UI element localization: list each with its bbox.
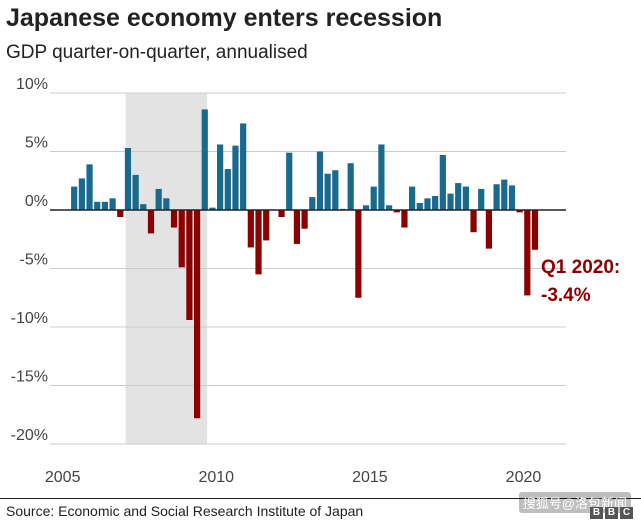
bar: [493, 184, 500, 210]
footer-divider: [0, 498, 641, 499]
bar: [355, 210, 362, 298]
y-tick-label: -10%: [11, 310, 48, 327]
annotation-value: -3.4%: [541, 285, 591, 306]
bar: [193, 210, 201, 419]
x-tick-label: 2020: [506, 469, 542, 486]
y-tick-label: 0%: [25, 193, 48, 210]
bar: [186, 210, 193, 320]
latest-value-annotation: Q1 2020: -3.4%: [541, 254, 620, 310]
bar: [309, 197, 316, 210]
bar: [485, 210, 493, 249]
bar: [347, 163, 354, 210]
bar: [78, 178, 85, 210]
bar: [401, 210, 408, 228]
bar: [163, 198, 170, 210]
bar: [147, 210, 155, 234]
bar: [370, 186, 377, 210]
bar: [416, 202, 423, 210]
bar: [247, 210, 254, 248]
bar: [109, 198, 116, 210]
axis-labels: 10% 5% 0% -5% -10% -15% -20% 2005 2010 2015 2020: [11, 76, 542, 486]
bar: [478, 188, 485, 210]
bars: [71, 109, 539, 419]
bar: [201, 109, 208, 210]
annotation-period: Q1 2020:: [541, 257, 621, 278]
bar: [132, 174, 139, 210]
bbc-logo: B B C: [590, 507, 633, 519]
bar: [170, 210, 178, 228]
x-tick-label: 2015: [352, 469, 388, 486]
bar: [324, 173, 331, 210]
x-tick-label: 2005: [45, 469, 81, 486]
y-tick-label: 10%: [16, 76, 48, 93]
source-note: Source: Economic and Social Research Ins…: [6, 503, 364, 519]
y-tick-label: -20%: [11, 427, 48, 444]
bar: [217, 144, 224, 210]
bar: [409, 186, 416, 210]
bar: [524, 210, 531, 296]
y-tick-label: -5%: [20, 252, 48, 269]
bar: [439, 155, 446, 210]
bar: [332, 170, 339, 210]
logo-letter: C: [620, 507, 633, 519]
bar: [455, 183, 462, 210]
bar: [462, 186, 469, 210]
bar: [209, 207, 216, 210]
bar: [117, 210, 124, 218]
y-tick-label: 5%: [25, 135, 48, 152]
bar: [255, 210, 262, 275]
bar: [232, 145, 239, 210]
bar: [86, 164, 93, 210]
bar: [94, 201, 101, 210]
bar: [286, 152, 293, 210]
bar: [447, 193, 454, 210]
bar: [393, 210, 400, 213]
bar: [124, 147, 132, 210]
bar: [301, 210, 308, 229]
y-tick-label: -15%: [11, 369, 48, 386]
bar: [516, 210, 523, 213]
bar: [424, 198, 431, 210]
bar: [501, 179, 508, 210]
bar: [278, 210, 285, 218]
bar: [378, 144, 385, 210]
bar: [470, 210, 477, 233]
bar: [362, 205, 370, 210]
logo-letter: B: [590, 507, 603, 519]
bar: [140, 204, 147, 210]
logo-letter: B: [605, 507, 618, 519]
bar: [178, 210, 185, 268]
bar: [240, 123, 247, 210]
bar: [385, 205, 393, 210]
chart-title: Japanese economy enters recession: [6, 4, 443, 32]
bar: [293, 210, 301, 244]
bar: [101, 201, 109, 210]
bar: [316, 151, 324, 210]
bar: [432, 195, 439, 210]
bar: [224, 169, 231, 210]
bar: [263, 210, 270, 241]
x-tick-label: 2010: [198, 469, 234, 486]
bar: [71, 186, 78, 210]
gridlines: [50, 92, 566, 445]
bar: [155, 188, 162, 210]
bar: [508, 185, 516, 210]
bar: [531, 210, 539, 250]
chart-subtitle: GDP quarter-on-quarter, annualised: [6, 42, 308, 63]
